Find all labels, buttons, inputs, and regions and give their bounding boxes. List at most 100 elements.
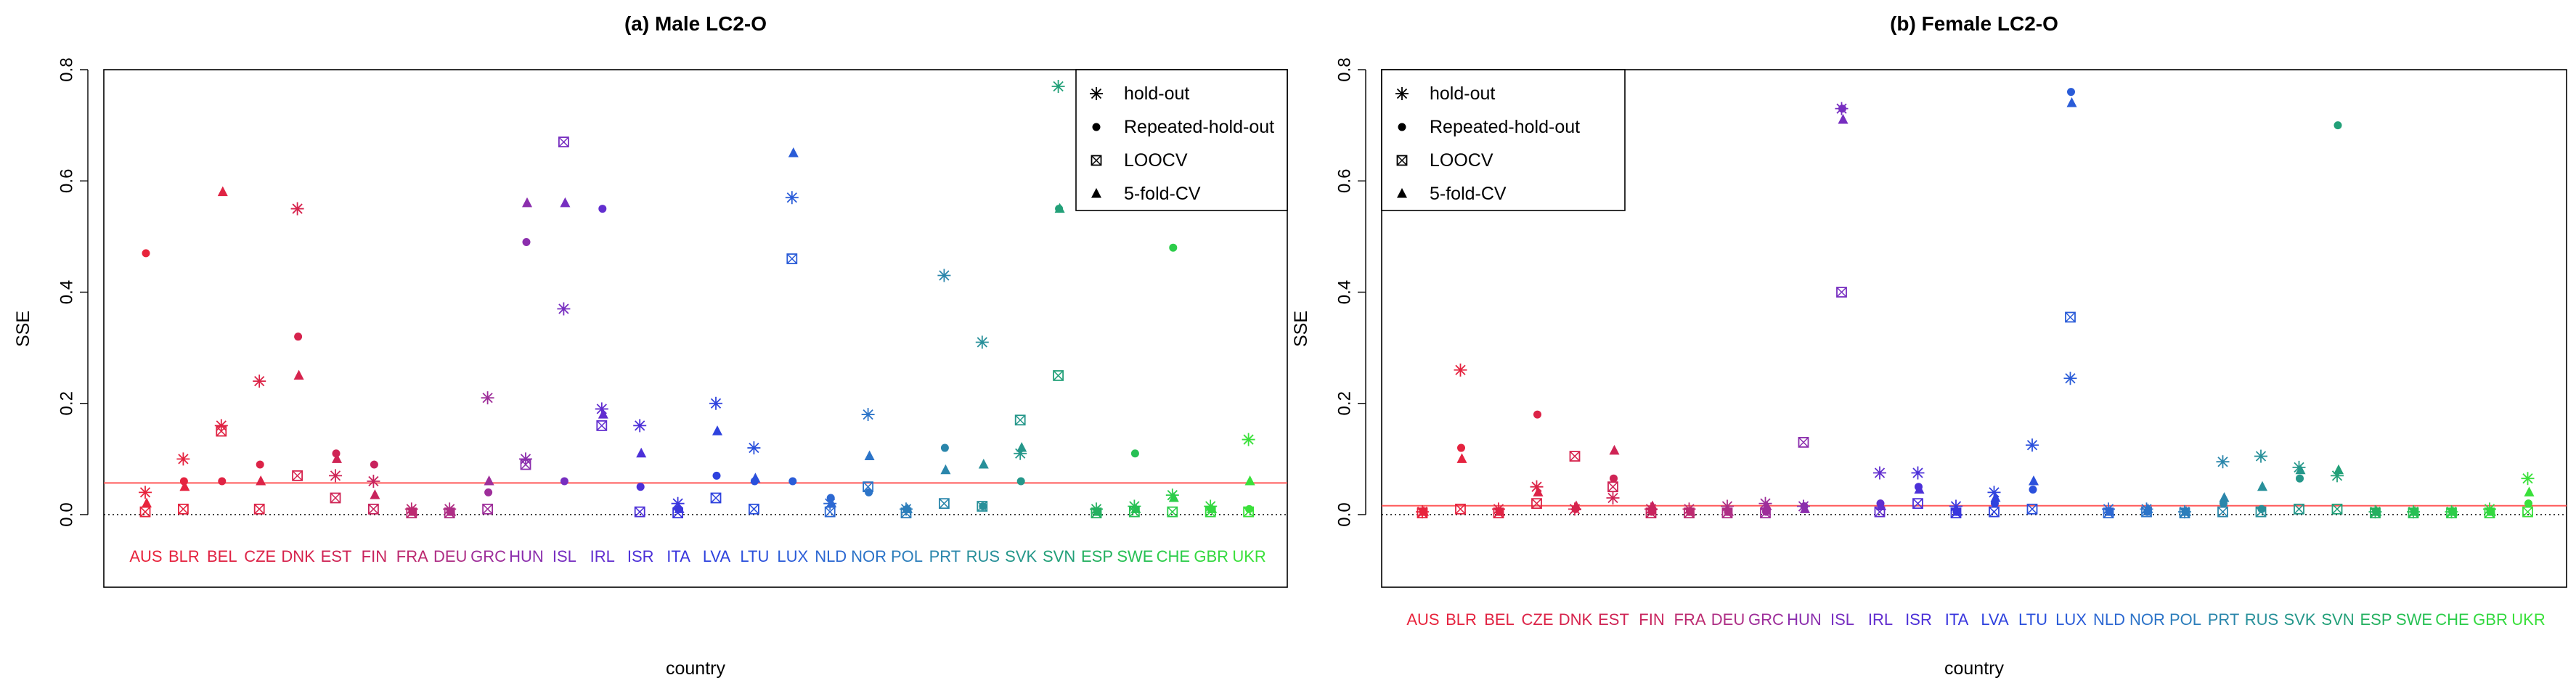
legend-label-repeated-hold-out: Repeated-hold-out bbox=[1430, 117, 1580, 137]
point-hold-out bbox=[1987, 486, 2001, 499]
category-label: SWE bbox=[1117, 547, 1153, 565]
point-loocv bbox=[786, 253, 798, 264]
point-five-fold-cv bbox=[1571, 500, 1581, 511]
point-five-fold-cv bbox=[1990, 492, 2001, 502]
category-label: ESP bbox=[2360, 610, 2392, 629]
legend-marker-loocv bbox=[1091, 155, 1102, 166]
category-label: SVK bbox=[1005, 547, 1037, 565]
point-repeated-hold-out bbox=[218, 477, 227, 486]
category-label: LTU bbox=[2018, 610, 2047, 629]
point-repeated-hold-out bbox=[522, 238, 531, 247]
category-label: HUN bbox=[1787, 610, 1822, 629]
point-five-fold-cv bbox=[2219, 492, 2230, 502]
point-repeated-hold-out bbox=[598, 205, 607, 213]
point-repeated-hold-out bbox=[1130, 449, 1139, 458]
category-label: FIN bbox=[362, 547, 387, 565]
point-five-fold-cv bbox=[826, 497, 837, 508]
point-loocv bbox=[2255, 506, 2267, 518]
category-label: ITA bbox=[667, 547, 690, 565]
category-label: POL bbox=[2169, 610, 2201, 629]
legend-label-hold-out: hold-out bbox=[1430, 83, 1495, 104]
point-five-fold-cv bbox=[788, 147, 799, 158]
point-repeated-hold-out bbox=[2067, 88, 2075, 97]
point-hold-out bbox=[633, 419, 647, 433]
category-label: GRC bbox=[470, 547, 506, 565]
point-five-fold-cv bbox=[1533, 486, 1544, 496]
category-label: UKR bbox=[1232, 547, 1265, 565]
point-loocv bbox=[2026, 503, 2038, 515]
point-five-fold-cv bbox=[142, 497, 152, 508]
point-five-fold-cv bbox=[2486, 506, 2496, 516]
category-label: LVA bbox=[703, 547, 731, 565]
point-five-fold-cv bbox=[1724, 506, 1734, 516]
plot-frame bbox=[1381, 69, 2567, 588]
category-label: CHE bbox=[2435, 610, 2469, 629]
point-hold-out bbox=[1454, 363, 1467, 377]
point-repeated-hold-out bbox=[294, 332, 303, 341]
legend-marker-five-fold-cv bbox=[1091, 188, 1101, 198]
point-repeated-hold-out bbox=[940, 443, 949, 452]
point-loocv bbox=[558, 136, 569, 148]
legend-label-hold-out: hold-out bbox=[1124, 83, 1189, 104]
category-label: ISL bbox=[1830, 610, 1854, 629]
point-hold-out bbox=[253, 375, 266, 388]
point-five-fold-cv bbox=[1609, 444, 1620, 455]
point-hold-out bbox=[975, 335, 989, 349]
point-five-fold-cv bbox=[446, 506, 457, 516]
category-label: POL bbox=[891, 547, 923, 565]
point-five-fold-cv bbox=[2257, 481, 2267, 491]
point-loocv bbox=[939, 498, 950, 510]
point-five-fold-cv bbox=[712, 425, 722, 436]
point-hold-out bbox=[785, 191, 799, 205]
legend-marker-repeated-hold-out bbox=[1398, 123, 1406, 131]
point-five-fold-cv bbox=[1168, 492, 1179, 502]
point-five-fold-cv bbox=[2410, 506, 2420, 516]
category-label: IRL bbox=[590, 547, 615, 565]
point-repeated-hold-out bbox=[1533, 410, 1541, 419]
category-label: PRT bbox=[2208, 610, 2240, 629]
category-label: BLR bbox=[168, 547, 200, 565]
legend-label-five-fold-cv: 5-fold-CV bbox=[1124, 184, 1201, 204]
y-tick-label: 0.8 bbox=[1334, 57, 1354, 81]
point-hold-out bbox=[1606, 491, 1620, 505]
point-five-fold-cv bbox=[1800, 503, 1810, 513]
point-five-fold-cv bbox=[2334, 464, 2344, 475]
point-five-fold-cv bbox=[1761, 500, 1772, 511]
category-label: DNK bbox=[281, 547, 315, 565]
legend-marker-loocv bbox=[1396, 155, 1408, 166]
category-label: FRA bbox=[396, 547, 428, 565]
category-label: NOR bbox=[2129, 610, 2165, 629]
point-five-fold-cv bbox=[2447, 506, 2458, 516]
point-loocv bbox=[1798, 436, 1809, 448]
point-repeated-hold-out bbox=[179, 477, 188, 486]
point-hold-out bbox=[861, 408, 875, 422]
point-hold-out bbox=[747, 441, 761, 455]
point-loocv bbox=[2217, 506, 2228, 518]
point-five-fold-cv bbox=[1130, 503, 1141, 513]
category-label: FIN bbox=[1639, 610, 1664, 629]
category-label: EST bbox=[321, 547, 352, 565]
point-repeated-hold-out bbox=[636, 483, 645, 491]
point-five-fold-cv bbox=[750, 473, 761, 483]
legend-marker-repeated-hold-out bbox=[1092, 123, 1101, 131]
point-loocv bbox=[1607, 481, 1618, 493]
category-label: SVN bbox=[2321, 610, 2354, 629]
point-hold-out bbox=[1051, 79, 1065, 93]
point-loocv bbox=[1455, 503, 1466, 515]
point-five-fold-cv bbox=[2029, 475, 2039, 486]
point-five-fold-cv bbox=[2105, 506, 2115, 516]
point-five-fold-cv bbox=[2143, 503, 2153, 513]
point-loocv bbox=[367, 503, 379, 515]
point-repeated-hold-out bbox=[2029, 486, 2037, 494]
category-label: NLD bbox=[2093, 610, 2125, 629]
y-tick-label: 0.6 bbox=[57, 169, 76, 193]
legend-box bbox=[1381, 69, 1626, 211]
point-hold-out bbox=[1873, 466, 1886, 480]
point-five-fold-cv bbox=[674, 503, 685, 513]
point-loocv bbox=[520, 459, 531, 470]
category-label: DEU bbox=[1711, 610, 1745, 629]
category-label: LVA bbox=[1981, 610, 2009, 629]
chart-title: (a) Male LC2-O bbox=[624, 12, 767, 35]
point-hold-out bbox=[1911, 466, 1925, 480]
point-five-fold-cv bbox=[256, 475, 266, 486]
